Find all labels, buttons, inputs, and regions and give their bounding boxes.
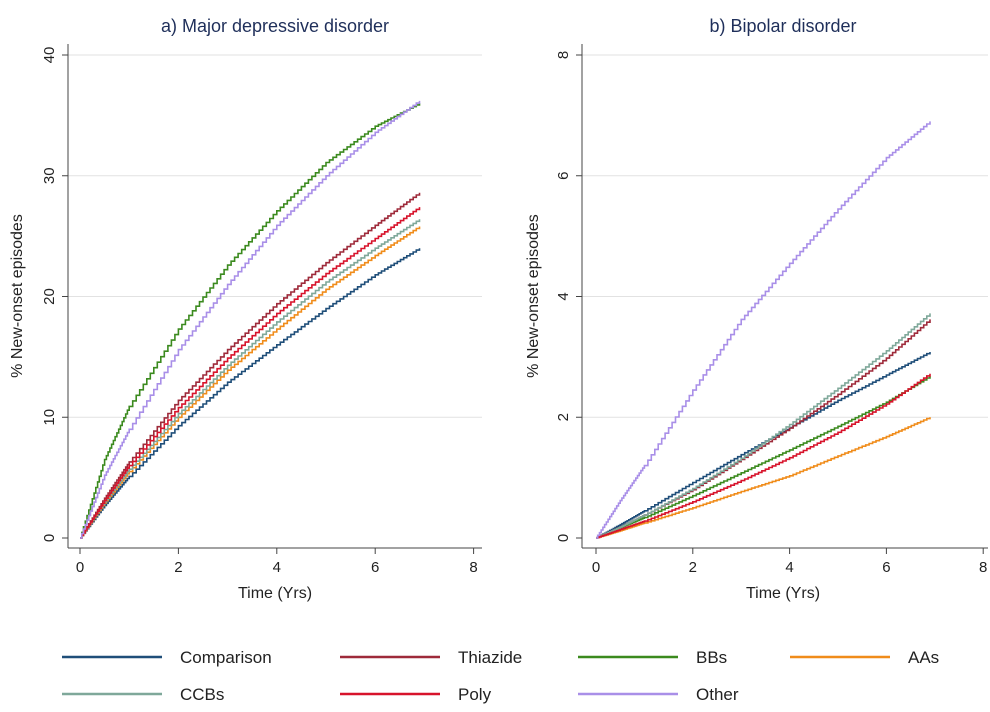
series-line-bbs: [596, 376, 931, 539]
chart-title: b) Bipolar disorder: [709, 16, 856, 36]
y-tick-label: 10: [41, 409, 58, 426]
x-tick-label: 4: [785, 559, 793, 576]
chart-panel-a: 0 10 20 30 40 0 2 4 6 8 a) Major depressive disord…: [9, 16, 482, 602]
legend-label-ccbs: CCBs: [180, 685, 224, 704]
y-tick-label: 8: [555, 51, 572, 59]
legend-label-poly: Poly: [458, 685, 492, 704]
x-tick-label: 0: [592, 559, 600, 576]
series-line-aas: [80, 226, 421, 539]
y-tick-label: 0: [41, 534, 58, 542]
y-axis-label: % New-onset episodes: [525, 214, 542, 378]
x-tick-label: 2: [689, 559, 697, 576]
x-tick-label: 0: [76, 559, 84, 576]
legend-label-other: Other: [696, 685, 739, 704]
series-line-poly: [596, 373, 931, 539]
chart-panel-b: 0 2 4 6 8 0 2 4 6 8 b) Bipolar disorder Time (Yrs)%…: [525, 16, 988, 602]
y-tick-label: 2: [555, 413, 572, 421]
x-tick-label: 8: [469, 559, 477, 576]
x-tick-label: 4: [273, 559, 281, 576]
series-line-ccbs: [80, 219, 421, 539]
series-line-other: [596, 121, 931, 539]
y-tick-label: 6: [555, 172, 572, 180]
y-tick-label: 4: [555, 292, 572, 300]
series-line-thiazide: [596, 319, 931, 539]
chart-title: a) Major depressive disorder: [161, 16, 389, 36]
series-line-poly: [80, 207, 421, 539]
y-tick-label: 20: [41, 288, 58, 305]
x-axis-label: Time (Yrs): [746, 585, 820, 602]
series-line-ccbs: [596, 313, 931, 539]
x-axis-label: Time (Yrs): [238, 585, 312, 602]
legend-label-bbs: BBs: [696, 648, 727, 667]
y-tick-label: 0: [555, 534, 572, 542]
legend: Comparison Thiazide BBs AAs CCBs Poly Other: [62, 648, 939, 704]
legend-label-comparison: Comparison: [180, 648, 272, 667]
series-line-comparison: [80, 248, 421, 539]
y-tick-label: 30: [41, 167, 58, 184]
x-tick-label: 2: [174, 559, 182, 576]
x-tick-label: 8: [979, 559, 987, 576]
y-tick-label: 40: [41, 47, 58, 64]
x-tick-label: 6: [882, 559, 890, 576]
series-line-bbs: [80, 103, 421, 539]
series-line-other: [80, 100, 421, 539]
series-line-aas: [596, 417, 931, 539]
x-tick-label: 6: [371, 559, 379, 576]
series-line-comparison: [596, 352, 931, 539]
y-axis-label: % New-onset episodes: [9, 214, 26, 378]
legend-label-aas: AAs: [908, 648, 939, 667]
legend-label-thiazide: Thiazide: [458, 648, 522, 667]
series-line-thiazide: [80, 192, 421, 539]
